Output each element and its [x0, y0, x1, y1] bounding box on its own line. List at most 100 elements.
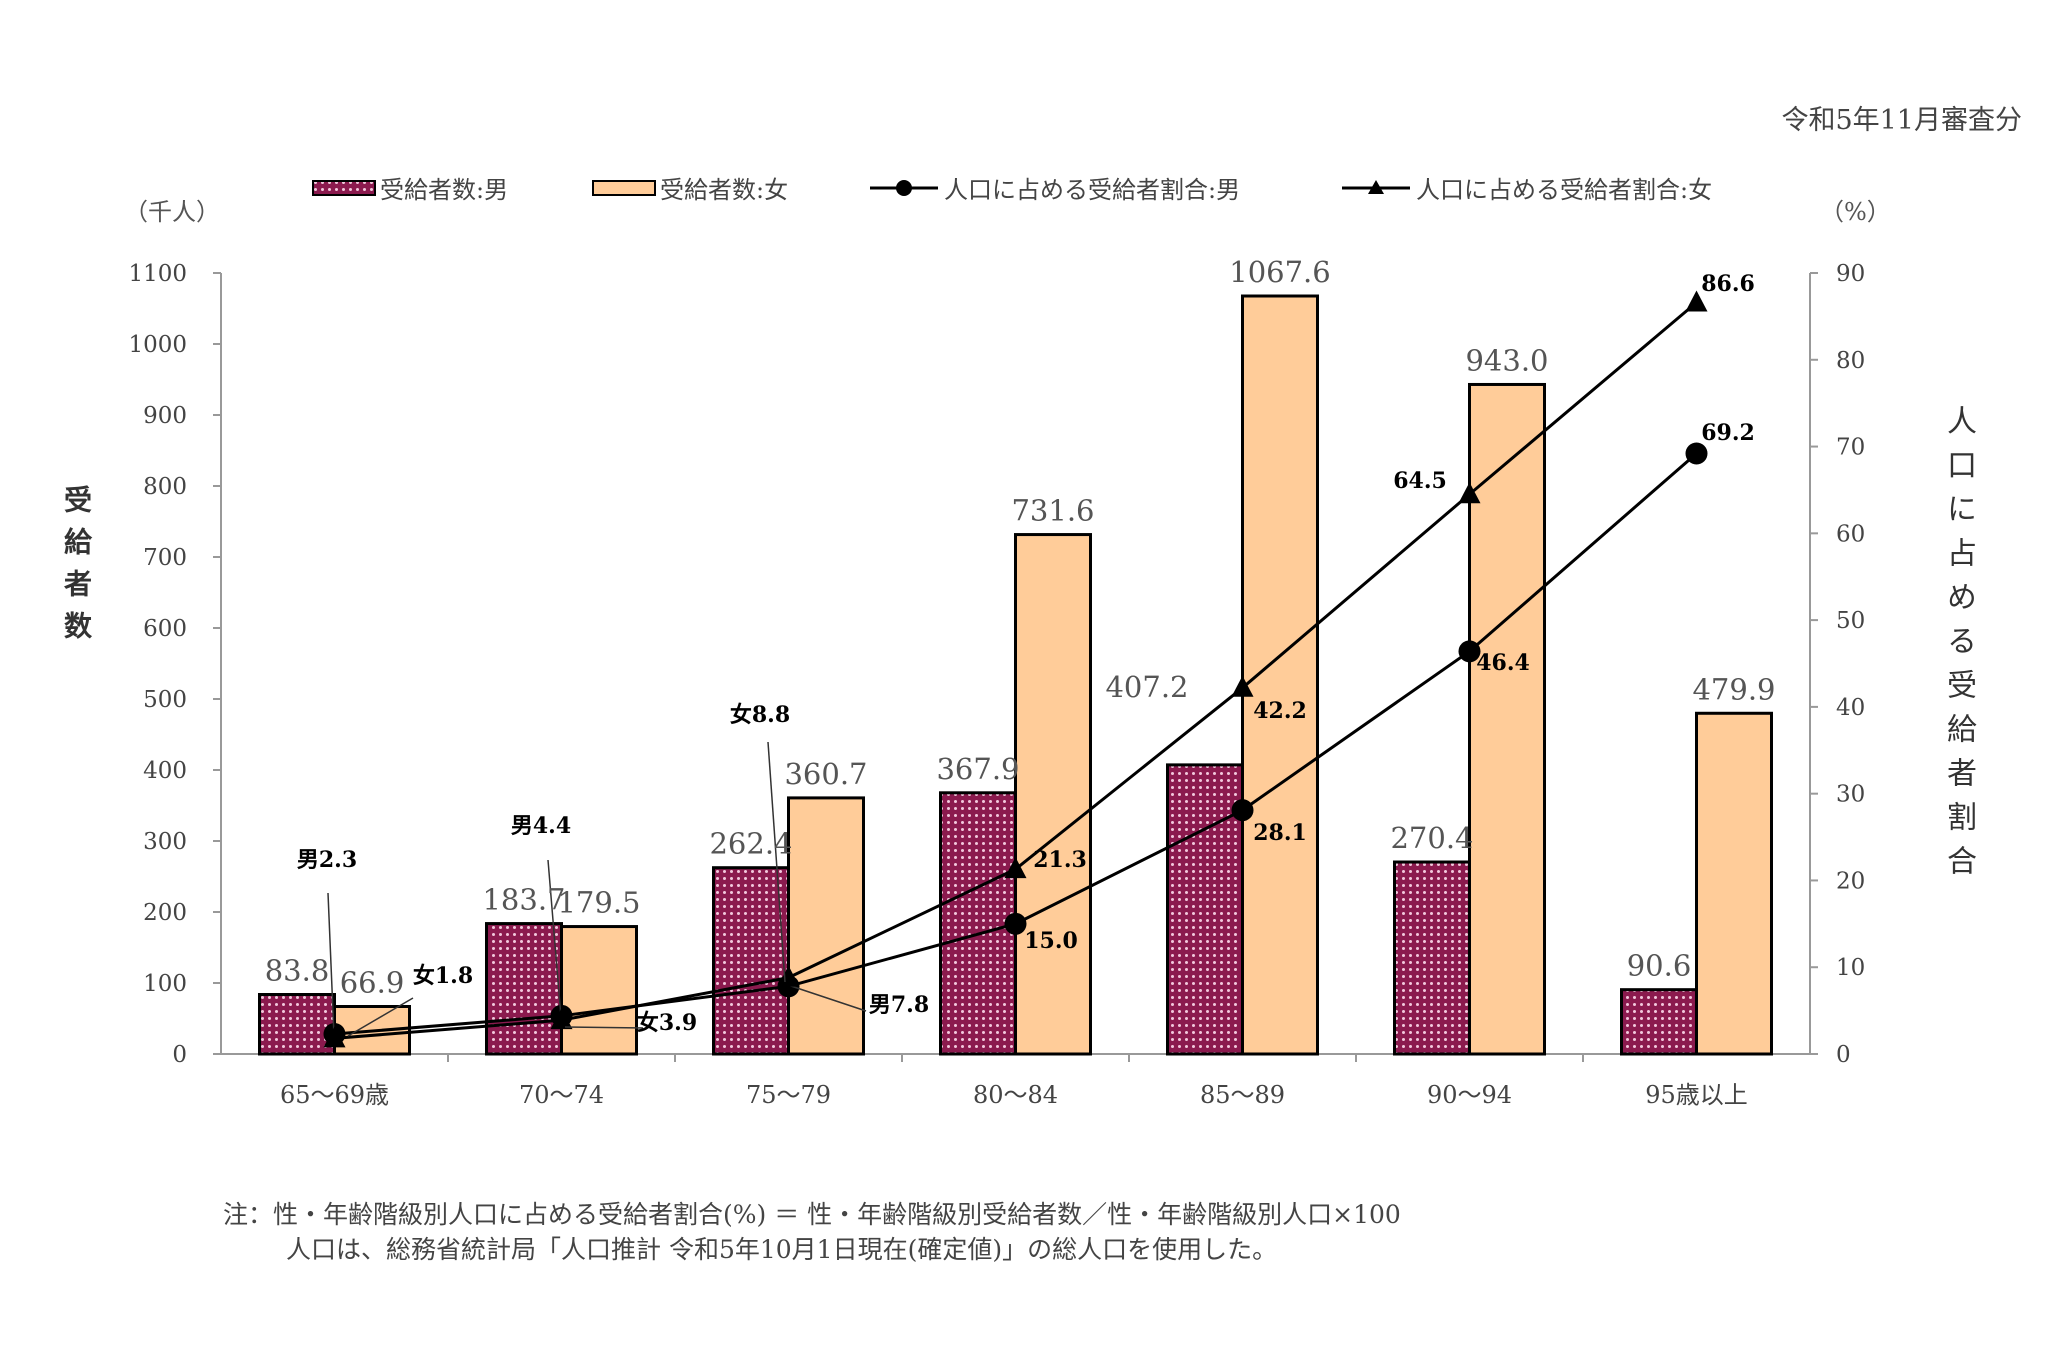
male-ratio-label: 男2.3 [297, 847, 357, 873]
female-bar [560, 925, 638, 1056]
male-bar-label: 270.4 [1390, 821, 1473, 855]
male-ratio-point [1004, 912, 1027, 935]
female-ratio-label: 女3.9 [637, 1010, 697, 1036]
y2-tick-label: 50 [1836, 608, 1865, 634]
female-bar-label: 731.6 [1011, 494, 1094, 528]
male-ratio-label: 46.4 [1476, 650, 1530, 676]
male-bar [939, 791, 1017, 1056]
female-bar-label: 360.7 [784, 757, 867, 791]
male-bar-label: 183.7 [482, 883, 565, 917]
leader-line [347, 997, 414, 1037]
male-ratio-point [1231, 799, 1254, 822]
leader-line [767, 741, 786, 983]
male-bar [258, 993, 336, 1056]
y-tick-label: 0 [172, 1042, 187, 1068]
legend-female-line: 人口に占める受給者割合:女 [1340, 170, 1712, 205]
y2-tick-label: 20 [1836, 868, 1865, 894]
y-tick-label: 600 [143, 616, 187, 642]
y-tick-label: 100 [143, 971, 187, 997]
female-ratio-point [1231, 675, 1254, 697]
legend-label: 人口に占める受給者割合:男 [944, 176, 1241, 204]
female-ratio-label: 86.6 [1701, 271, 1755, 297]
x-tick-label: 90～94 [1427, 1081, 1512, 1109]
legend-male-line: 人口に占める受給者割合:男 [868, 170, 1240, 205]
x-tick-label: 85～89 [1200, 1081, 1285, 1109]
female-ratio-point [1004, 857, 1027, 879]
y-tick-label: 400 [143, 758, 187, 784]
y2-tick-label: 90 [1836, 261, 1865, 287]
circle-marker-icon [870, 179, 938, 196]
leader-line [327, 892, 335, 1037]
female-bar [787, 796, 865, 1056]
triangle-marker-icon [1342, 179, 1410, 194]
male-ratio-label: 28.1 [1253, 820, 1307, 846]
male-ratio-label: 男4.4 [511, 813, 571, 839]
legend-female-bar: 受給者数:女 [592, 170, 788, 205]
x-tick-label: 70～74 [519, 1081, 604, 1109]
left-axis-unit: （千人） [124, 198, 220, 226]
y-tick-label: 900 [143, 403, 187, 429]
y-tick-label: 200 [143, 900, 187, 926]
right-axis-title: 人口に占める受給者割合 [1941, 405, 1976, 889]
x-tick-label: 80～84 [973, 1081, 1058, 1109]
male-bar-label: 367.9 [936, 752, 1019, 786]
y-tick-label: 1100 [128, 261, 187, 287]
legend-label: 受給者数:男 [380, 176, 509, 204]
legend-label: 人口に占める受給者割合:女 [1416, 176, 1713, 204]
y-tick-label: 1000 [128, 332, 187, 358]
y-tick-label: 700 [143, 545, 187, 571]
female-bar-swatch-icon [592, 179, 656, 196]
female-bar [1695, 711, 1773, 1056]
male-ratio-point [1685, 442, 1708, 465]
female-ratio-point [777, 965, 800, 987]
y2-tick-label: 80 [1836, 348, 1865, 374]
x-tick-label: 95歳以上 [1645, 1081, 1748, 1109]
y-tick-label: 500 [143, 687, 187, 713]
y2-tick-label: 60 [1836, 521, 1865, 547]
leader-line [564, 1026, 644, 1029]
survey-period: 令和5年11月審査分 [1781, 105, 2022, 136]
y2-tick-label: 0 [1836, 1042, 1851, 1068]
female-ratio-label: 女8.8 [730, 702, 790, 728]
right-axis-unit: （%） [1820, 198, 1891, 226]
male-bar [1393, 860, 1471, 1056]
female-ratio-point [1685, 290, 1708, 312]
y-tick-label: 300 [143, 829, 187, 855]
male-bar [485, 922, 563, 1056]
y2-tick-label: 10 [1836, 955, 1865, 981]
legend-male-bar: 受給者数:男 [312, 170, 508, 205]
footnote-line-2: 人口は、総務省統計局「人口推計 令和5年10月1日現在(確定値)」の総人口を使用… [286, 1235, 1278, 1264]
female-bar-label: 66.9 [340, 966, 405, 1000]
female-ratio-label: 21.3 [1033, 847, 1087, 873]
x-tick-label: 75～79 [746, 1081, 831, 1109]
female-bar [1241, 294, 1319, 1056]
male-bar-swatch-icon [312, 179, 376, 196]
male-bar-label: 90.6 [1627, 949, 1692, 983]
female-bar-label: 943.0 [1465, 343, 1548, 377]
y2-tick-label: 40 [1836, 695, 1865, 721]
male-bar [1620, 988, 1698, 1056]
female-bar-label: 479.9 [1692, 672, 1775, 706]
male-ratio-label: 男7.8 [869, 992, 929, 1018]
female-ratio-label: 64.5 [1393, 468, 1447, 494]
female-ratio-point [550, 1008, 573, 1030]
female-bar [1468, 382, 1546, 1056]
y2-tick-label: 70 [1836, 435, 1865, 461]
male-bar-label: 262.4 [709, 827, 792, 861]
male-bar [1166, 763, 1244, 1056]
male-ratio-label: 15.0 [1024, 928, 1078, 954]
female-bar-label: 1067.6 [1229, 255, 1330, 289]
female-ratio-point [323, 1026, 346, 1048]
male-bar-label: 407.2 [1105, 670, 1188, 704]
footnote-line-1: 注：性・年齢階級別人口に占める受給者割合(%) ＝ 性・年齢階級別受給者数／性・… [223, 1200, 1401, 1229]
male-bar-label: 83.8 [265, 954, 330, 988]
female-bar-label: 179.5 [557, 886, 640, 920]
y-tick-label: 800 [143, 474, 187, 500]
y2-tick-label: 30 [1836, 782, 1865, 808]
left-axis-title: 受給者数 [60, 485, 93, 653]
female-bar [1014, 533, 1092, 1056]
female-ratio-point [1458, 482, 1481, 504]
female-ratio-label: 女1.8 [413, 963, 473, 989]
legend-label: 受給者数:女 [660, 176, 789, 204]
leader-line [547, 859, 562, 1018]
